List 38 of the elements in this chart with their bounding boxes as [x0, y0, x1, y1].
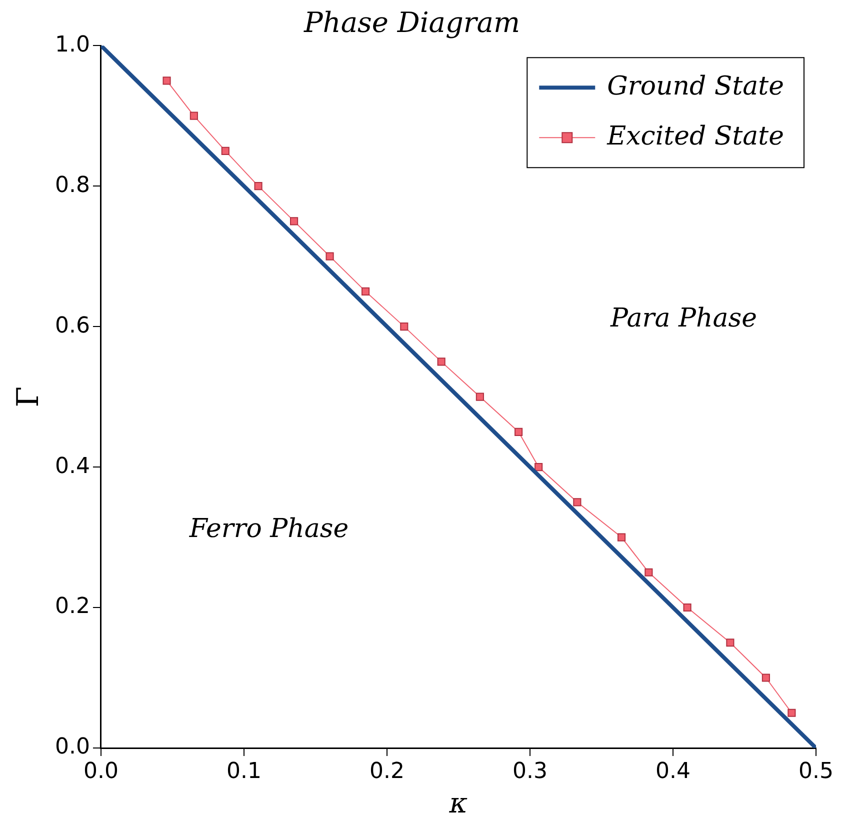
- point: [162, 76, 171, 85]
- point: [326, 252, 334, 260]
- y-tick-label: 0.4: [54, 454, 90, 479]
- point: [788, 708, 796, 717]
- point: [644, 568, 653, 576]
- point: [190, 112, 198, 120]
- point: [400, 322, 408, 331]
- point: [437, 358, 446, 366]
- y-tick-label: 0.6: [54, 313, 90, 338]
- x-tick-label: 0.1: [226, 758, 262, 784]
- point: [221, 146, 230, 155]
- x-tick-label: 0.0: [83, 758, 118, 784]
- point: [726, 638, 734, 647]
- y-tick-label: 0.2: [54, 594, 90, 620]
- point: [617, 533, 626, 542]
- point: [762, 674, 770, 682]
- y-tick-label: 0.8: [54, 172, 90, 198]
- y-tick-label: 0.0: [54, 734, 90, 760]
- point: [290, 217, 298, 226]
- point: [683, 603, 692, 612]
- point: [476, 392, 484, 401]
- annotation: Ferro Phase: [188, 514, 349, 544]
- point: [362, 287, 370, 296]
- x-tick-label: 0.3: [512, 758, 548, 784]
- x-tick-label: 0.5: [798, 758, 834, 784]
- chart-title: Phase Diagram: [302, 6, 520, 40]
- y-axis-title: Γ: [10, 386, 46, 408]
- x-tick-label: 0.4: [655, 758, 690, 784]
- point: [254, 182, 262, 190]
- annotation: Para Phase: [609, 303, 757, 334]
- legend-label: Excited State: [606, 121, 784, 152]
- legend-label: Ground State: [607, 71, 784, 102]
- point: [514, 428, 523, 436]
- x-tick-label: 0.2: [369, 758, 404, 784]
- y-tick-label: 1.0: [54, 32, 90, 58]
- point: [534, 463, 543, 472]
- point: [573, 498, 582, 506]
- x-axis-title: κ: [448, 786, 468, 820]
